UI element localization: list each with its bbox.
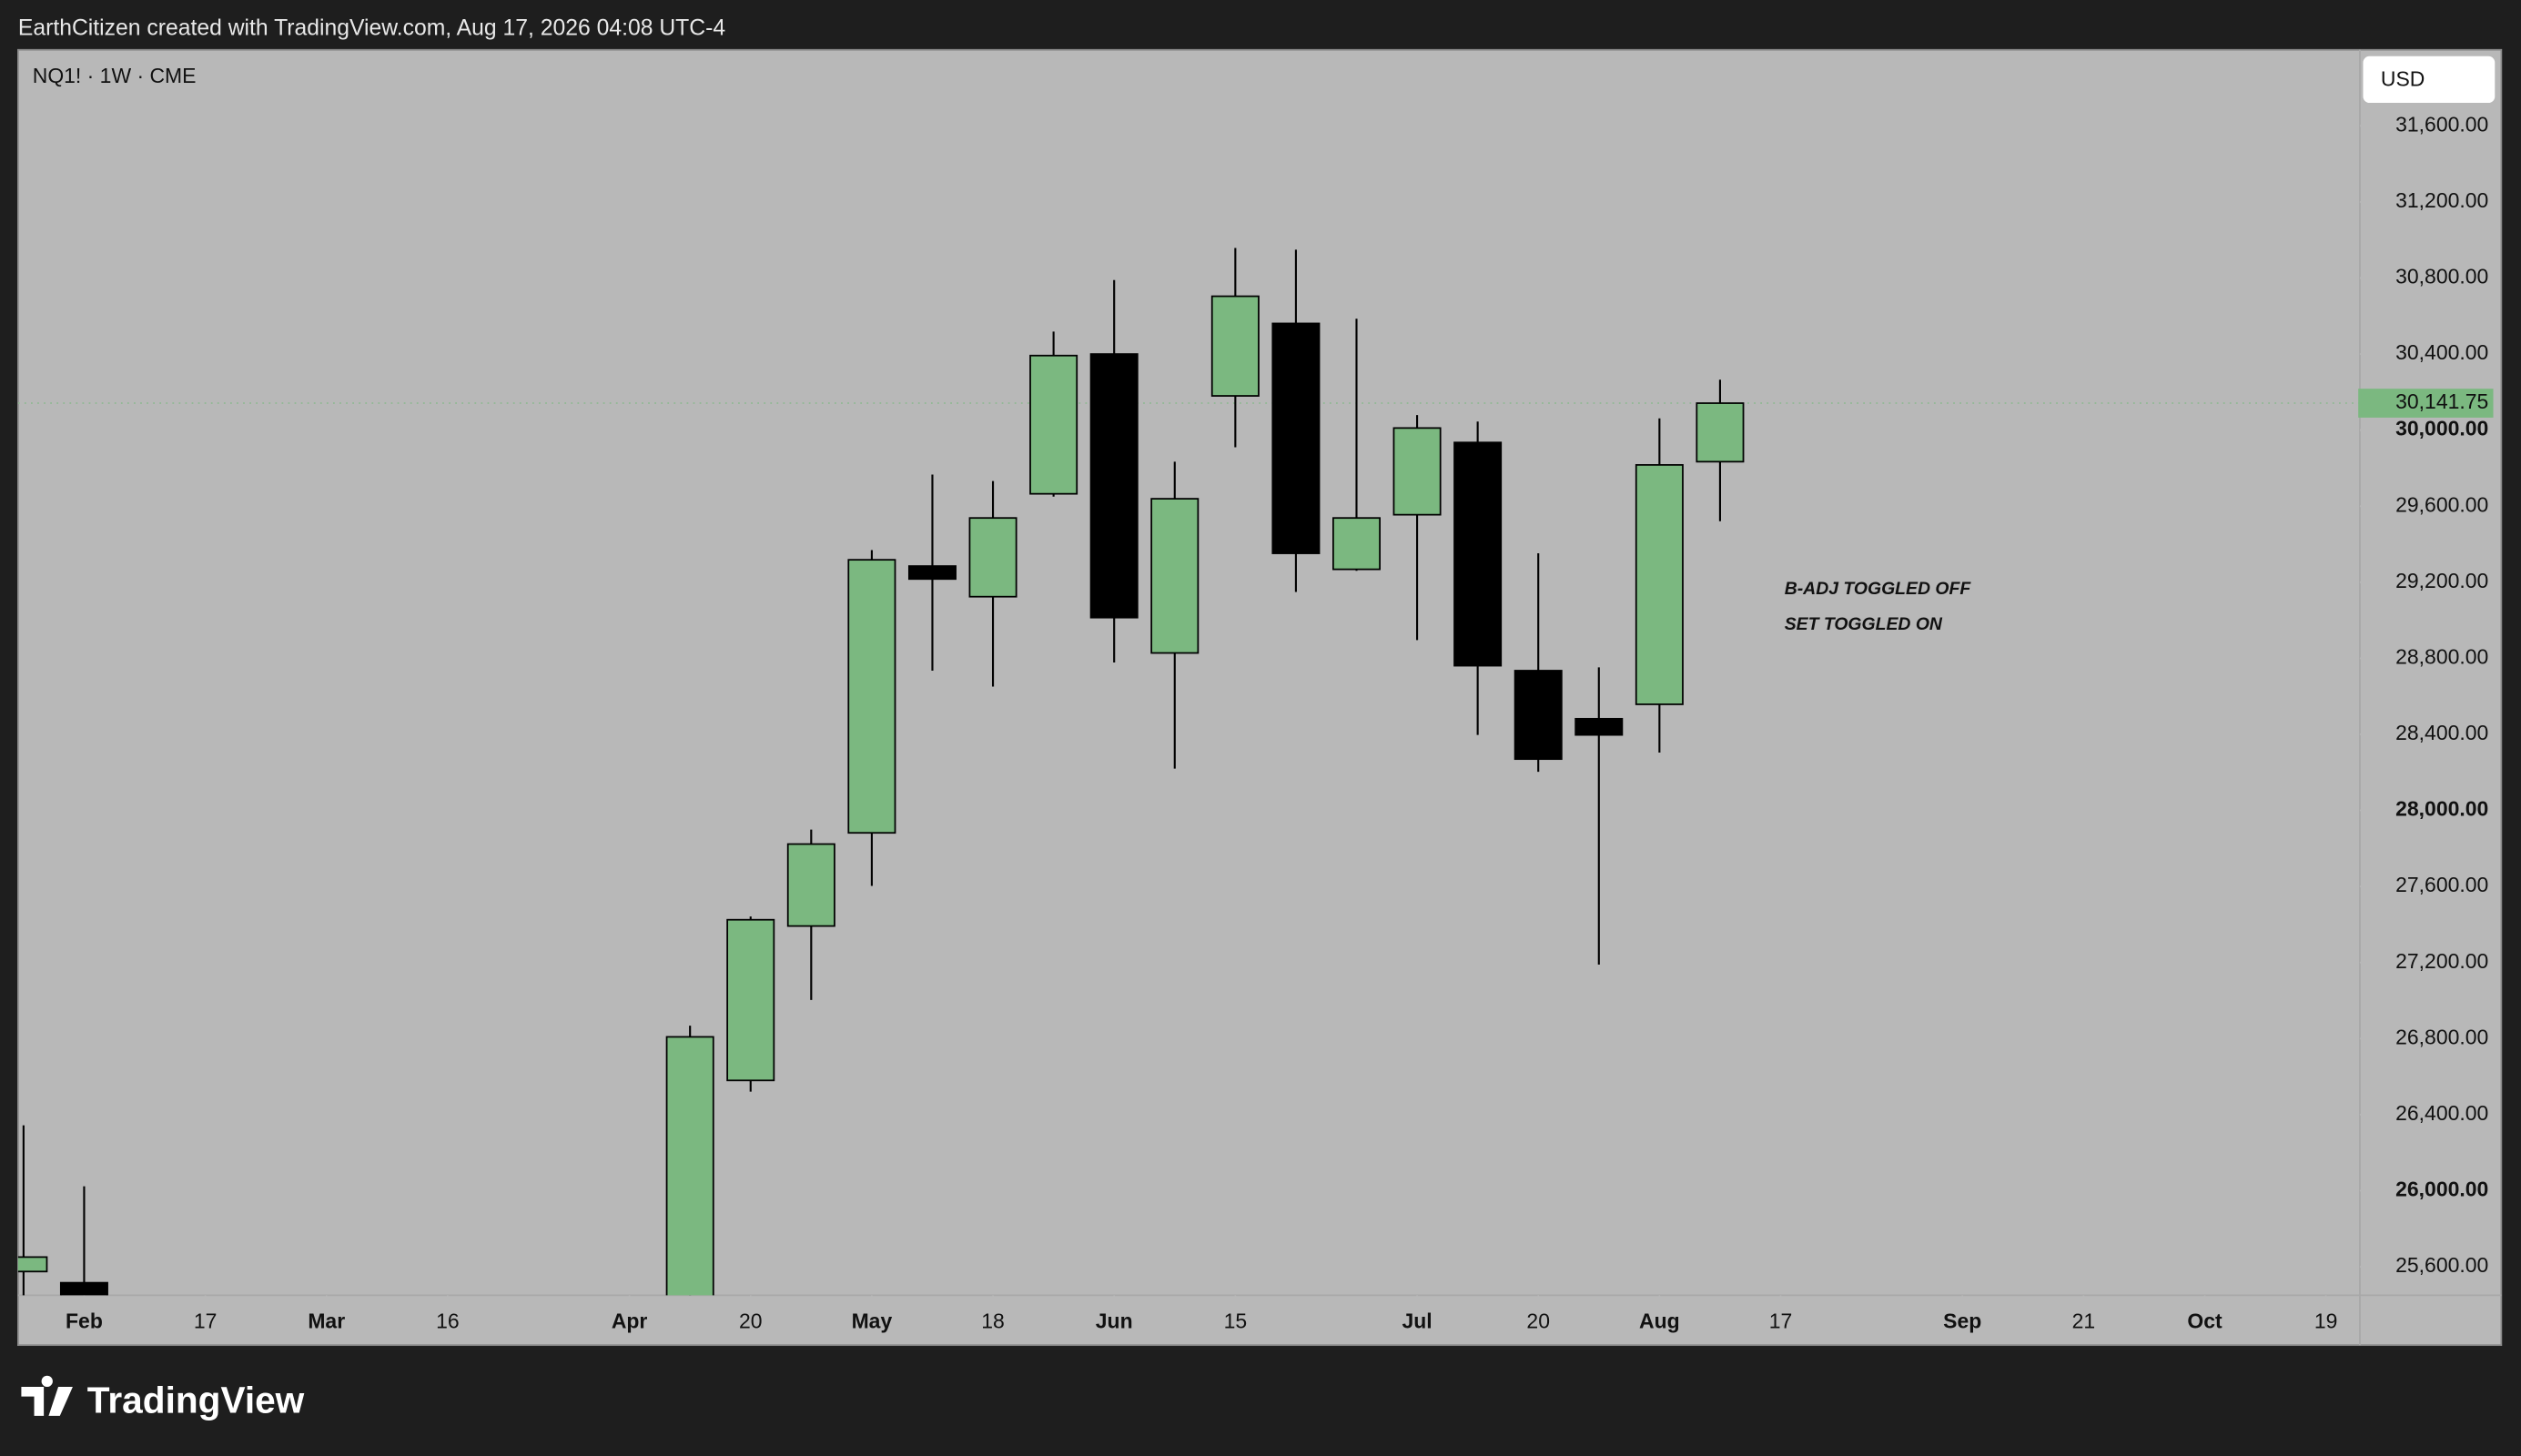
header: EarthCitizen created with TradingView.co… [18, 15, 725, 40]
y-tick-label: 28,000.00 [2395, 797, 2488, 821]
candle-body [1392, 427, 1442, 516]
x-tick-label: 17 [194, 1309, 218, 1332]
x-tick-label: Jul [1402, 1309, 1432, 1332]
plot [17, 248, 2360, 1296]
annotation: SET TOGGLED ON [1785, 614, 1943, 634]
candle-body [1029, 354, 1078, 495]
candle-body [665, 1036, 714, 1296]
currency-box[interactable] [2363, 56, 2496, 104]
candle-body [1696, 402, 1745, 463]
y-tick-label: 27,200.00 [2395, 949, 2488, 973]
y-tick-label: 29,600.00 [2395, 492, 2488, 516]
y-tick-label: 26,800.00 [2395, 1025, 2488, 1048]
y-tick-label: 26,400.00 [2395, 1101, 2488, 1125]
x-tick-label: 18 [981, 1309, 1005, 1332]
annotation: B-ADJ TOGGLED OFF [1785, 579, 1972, 599]
x-tick-label: 20 [739, 1309, 763, 1332]
candle-body [1210, 295, 1260, 397]
candle-body [1089, 353, 1139, 619]
candle-body [59, 1281, 108, 1296]
candle-body [1331, 517, 1381, 571]
y-tick-label: 31,200.00 [2395, 188, 2488, 212]
x-tick-label: 17 [1769, 1309, 1793, 1332]
y-tick-label: 30,400.00 [2395, 340, 2488, 364]
chart-frame [16, 48, 2503, 1347]
y-tick-label: 28,800.00 [2395, 644, 2488, 668]
candle-body [1453, 441, 1503, 667]
y-tick-label: 30,800.00 [2395, 265, 2488, 288]
candle-body [847, 559, 896, 834]
candle-body [1271, 322, 1321, 554]
y-tick-label: 25,600.00 [2395, 1253, 2488, 1277]
x-tick-label: Mar [308, 1309, 345, 1332]
x-tick-label: 16 [436, 1309, 460, 1332]
y-tick-label: 26,000.00 [2395, 1178, 2488, 1201]
logo-mark [21, 1375, 73, 1416]
candle-body [1514, 670, 1563, 761]
x-tick-label: Feb [66, 1309, 103, 1332]
candle-body [1150, 498, 1200, 654]
x-tick-label: Oct [2187, 1309, 2222, 1332]
candle-body [968, 517, 1018, 598]
x-tick-label: 20 [1526, 1309, 1550, 1332]
x-tick-label: 21 [2072, 1309, 2096, 1332]
candle-body [17, 1256, 48, 1273]
x-tick-label: 19 [2314, 1309, 2338, 1332]
y-tick-label: 27,600.00 [2395, 873, 2488, 896]
logo: TradingView [21, 1375, 305, 1421]
y-tick-label: 28,400.00 [2395, 721, 2488, 744]
last-price-box [2358, 389, 2494, 418]
brand: TradingView [87, 1379, 305, 1421]
x-tick-label: Apr [612, 1309, 648, 1332]
candle-body [786, 843, 835, 927]
x-tick-label: May [852, 1309, 893, 1332]
x-tick-label: 15 [1224, 1309, 1248, 1332]
x-tick-label: Jun [1096, 1309, 1133, 1332]
candle-body [726, 918, 775, 1082]
y-tick-label: 30,000.00 [2395, 417, 2488, 440]
candle-body [1574, 717, 1624, 736]
y-tick-label: 31,600.00 [2395, 112, 2488, 136]
candle-body [907, 565, 957, 581]
x-tick-label: Aug [1639, 1309, 1680, 1332]
last-price-label: 30,141.75 [2395, 389, 2488, 413]
x-tick-label: Sep [1943, 1309, 1981, 1332]
symbol-title: NQ1! · 1W · CME [33, 64, 197, 87]
currency[interactable]: USD [2381, 66, 2425, 90]
y-tick-label: 29,200.00 [2395, 569, 2488, 592]
candle-body [1635, 464, 1684, 705]
